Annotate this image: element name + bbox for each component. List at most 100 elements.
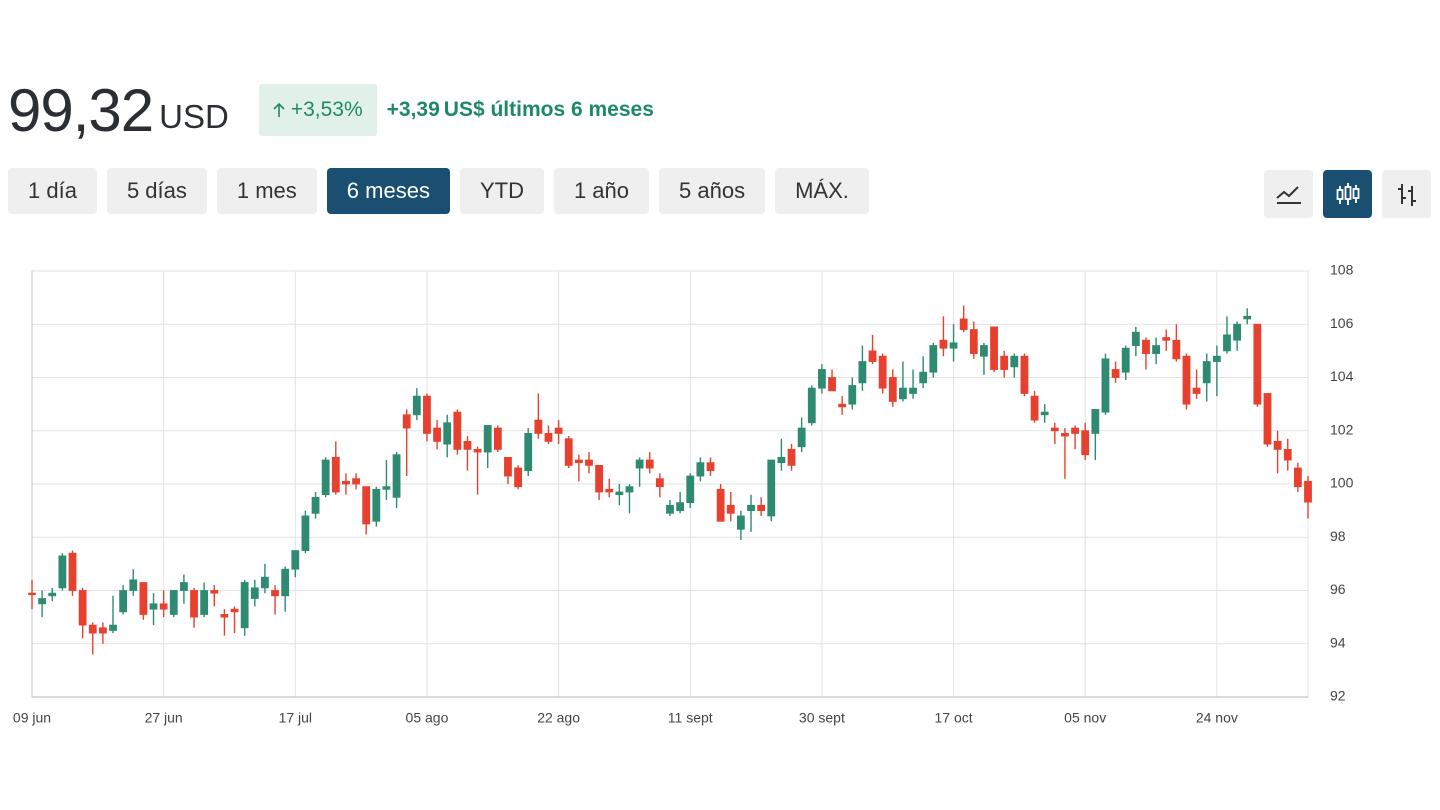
range-button[interactable]: 5 días	[106, 168, 207, 214]
candle-body	[1182, 355, 1191, 405]
candle-body	[78, 590, 87, 626]
candle-body	[342, 480, 350, 485]
candle-body	[200, 590, 209, 615]
candle-body	[504, 456, 512, 477]
candle-body	[250, 587, 259, 599]
candle-body	[969, 329, 978, 354]
candle-body	[706, 462, 715, 472]
x-tick-label: 05 ago	[406, 710, 449, 726]
candle-body	[412, 395, 421, 416]
candle-body	[939, 339, 948, 349]
candle-body	[757, 504, 766, 512]
x-tick-label: 27 jun	[145, 710, 183, 726]
candle-body	[281, 568, 290, 597]
candle-body	[1142, 339, 1150, 354]
x-tick-label: 17 jul	[279, 710, 312, 726]
candle-body	[331, 456, 340, 493]
range-button[interactable]: 5 años	[659, 168, 766, 214]
candlestick-style-button[interactable]	[1323, 170, 1372, 218]
range-button[interactable]: MÁX.	[775, 168, 869, 214]
candle-body	[190, 590, 198, 618]
candle-body	[676, 502, 685, 512]
candle-body	[109, 624, 117, 631]
change-percent: +3,53%	[290, 98, 363, 121]
candle-body	[1101, 358, 1110, 413]
candle-body	[818, 369, 826, 389]
candle-body	[291, 550, 300, 570]
candle-body	[909, 387, 917, 394]
range-button[interactable]: 1 día	[8, 168, 97, 214]
candle-body	[372, 488, 381, 522]
candle-body	[777, 456, 786, 464]
candle-body	[747, 504, 755, 512]
candle-body	[149, 603, 158, 610]
candle-body	[88, 624, 97, 634]
candle-body	[585, 459, 593, 466]
y-tick-label: 102	[1330, 421, 1354, 437]
candle-body	[899, 387, 907, 400]
candle-body	[1223, 334, 1231, 352]
candle-body	[28, 592, 36, 596]
candle-body	[1071, 427, 1079, 434]
candle-body	[888, 377, 897, 402]
candle-body	[736, 515, 745, 530]
x-tick-label: 11 sept	[668, 710, 713, 726]
candle-body	[1283, 448, 1292, 461]
candle-body	[828, 377, 836, 392]
candle-body	[767, 459, 776, 517]
arrow-up-icon	[273, 102, 285, 117]
candle-body	[169, 590, 178, 615]
change-badge: +3,53%	[258, 84, 377, 136]
currency: USD	[159, 98, 229, 135]
y-tick-label: 96	[1330, 581, 1346, 597]
candle-body	[858, 361, 867, 384]
range-button[interactable]: 1 año	[553, 168, 650, 214]
candle-body	[98, 627, 107, 634]
range-button[interactable]: YTD	[459, 168, 544, 214]
candle-body	[726, 504, 735, 514]
candle-body	[1192, 387, 1201, 394]
candle-body	[382, 486, 391, 490]
candle-body	[311, 496, 320, 514]
candle-body	[1030, 395, 1039, 421]
x-tick-label: 22 ago	[537, 710, 580, 726]
candle-body	[838, 403, 847, 408]
candle-body	[129, 579, 138, 591]
candle-body	[1233, 323, 1242, 341]
candle-body	[352, 478, 360, 485]
candle-body	[402, 414, 411, 429]
candle-body	[58, 555, 67, 589]
candle-body	[524, 433, 533, 472]
x-tick-label: 30 sept	[799, 710, 845, 726]
candle-body	[807, 387, 816, 424]
candle-body	[483, 425, 492, 453]
range-button[interactable]: 1 mes	[216, 168, 317, 214]
range-button[interactable]: 6 meses	[326, 168, 450, 214]
candle-body	[534, 419, 543, 434]
candle-body	[1162, 337, 1171, 341]
ohlc-style-button[interactable]	[1382, 170, 1431, 218]
candle-body	[929, 345, 938, 373]
range-selector: 1 día 5 días 1 mes 6 meses YTD 1 año 5 años MÁX…	[8, 168, 869, 214]
candle-body	[362, 486, 371, 525]
candle-body	[301, 515, 310, 551]
price: 99,32	[8, 76, 154, 144]
candle-body	[473, 448, 482, 453]
candle-body	[686, 475, 695, 504]
candle-body	[1202, 361, 1211, 384]
candle-body	[1152, 345, 1160, 354]
y-tick-label: 106	[1330, 315, 1354, 331]
y-tick-label: 104	[1330, 368, 1354, 384]
candle-body	[220, 614, 229, 618]
y-tick-label: 92	[1330, 688, 1346, 704]
candle-body	[1121, 347, 1130, 373]
x-tick-label: 09 jun	[13, 710, 51, 726]
candle-body	[1050, 427, 1059, 432]
candle-body	[615, 491, 624, 496]
candle-body	[443, 422, 452, 445]
candle-body	[1293, 467, 1302, 488]
candle-body	[1172, 339, 1181, 360]
line-style-button[interactable]	[1264, 170, 1313, 218]
candle-body	[210, 590, 219, 594]
